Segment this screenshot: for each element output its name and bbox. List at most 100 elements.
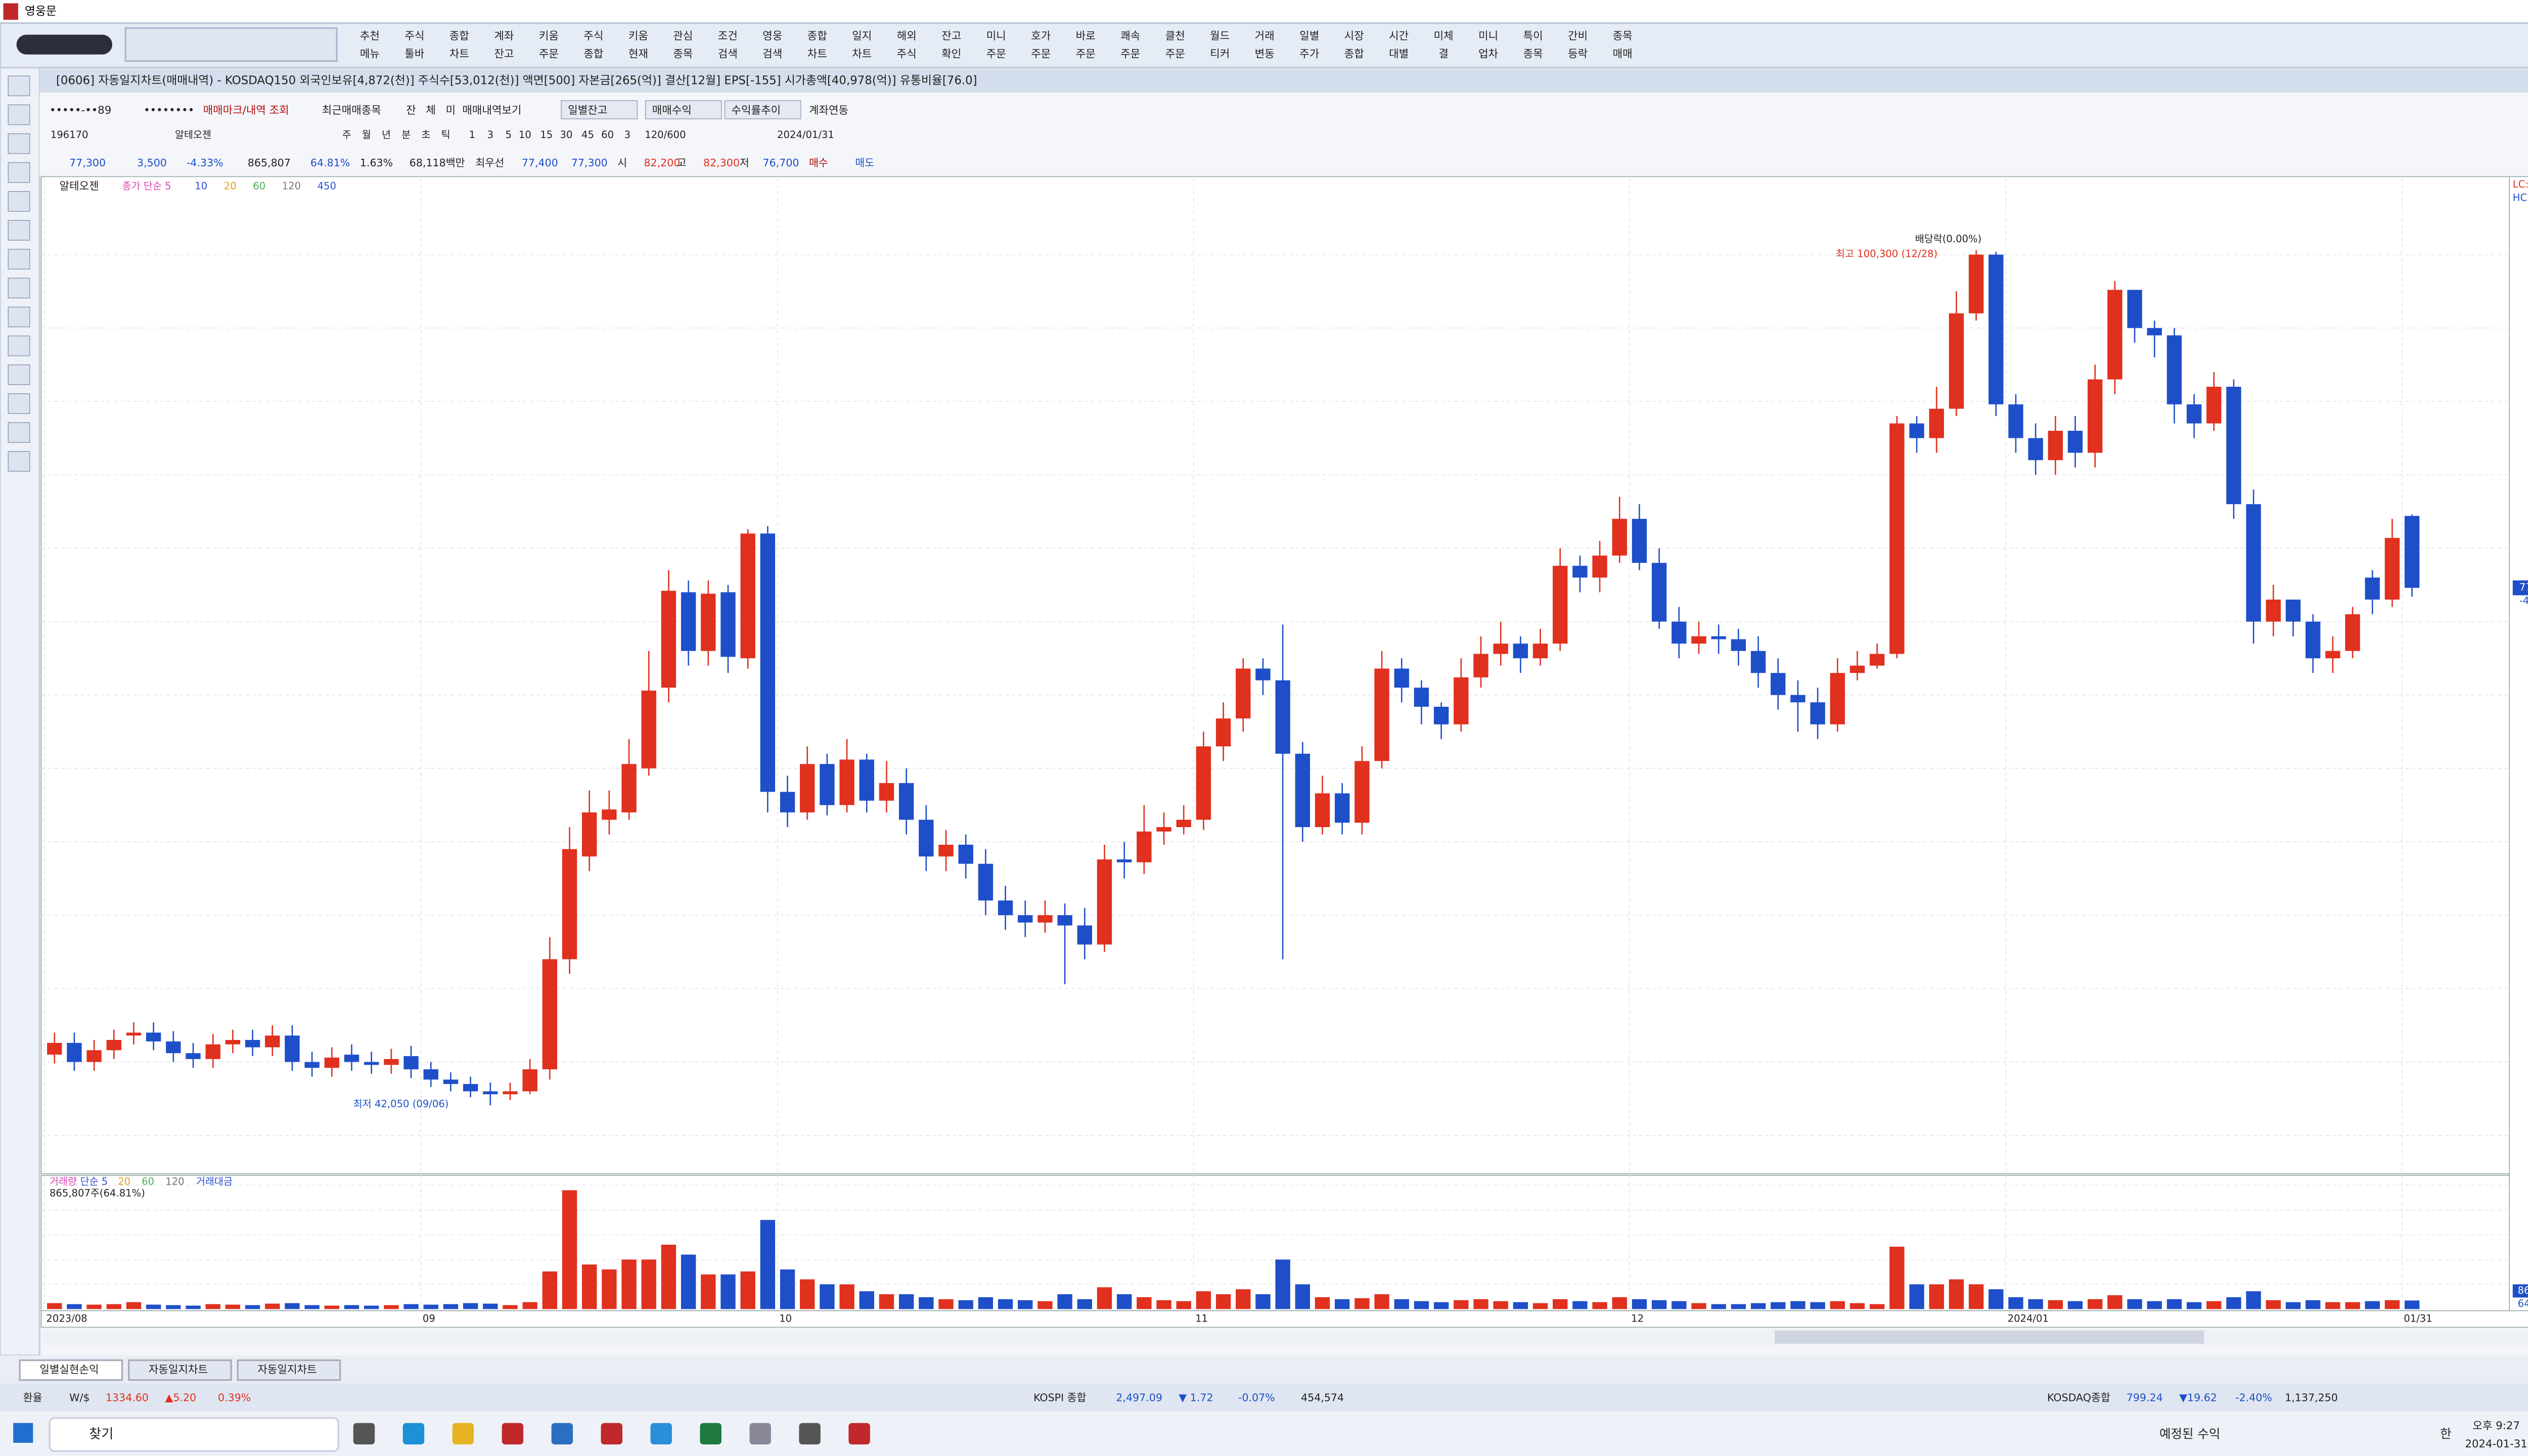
control-label[interactable]: 수익률추이 bbox=[732, 104, 781, 117]
tab[interactable] bbox=[237, 1359, 341, 1381]
menu-item[interactable]: 툴바 bbox=[404, 48, 424, 61]
control-label[interactable]: 매매마크/내역 조회 bbox=[203, 104, 289, 117]
side-tool[interactable] bbox=[8, 364, 30, 385]
menu-item[interactable]: 해외 bbox=[897, 30, 917, 42]
menu-item[interactable]: 특이 bbox=[1523, 30, 1543, 42]
control-label[interactable]: 196170 bbox=[51, 129, 88, 141]
menu-item[interactable]: 미체 bbox=[1434, 30, 1454, 42]
side-tool[interactable] bbox=[8, 335, 30, 356]
menu-item[interactable]: 종합 bbox=[449, 30, 469, 42]
menu-item[interactable]: 종합 bbox=[807, 30, 827, 42]
task-search[interactable] bbox=[49, 1417, 340, 1452]
taskbar-ime[interactable]: 한 bbox=[2440, 1427, 2452, 1441]
control-label[interactable]: 5 bbox=[505, 129, 511, 141]
control-label[interactable]: 알테오젠 bbox=[175, 129, 211, 141]
menu-item[interactable]: 거래 bbox=[1255, 30, 1275, 42]
control-label[interactable]: 15 bbox=[540, 129, 553, 141]
menu-item[interactable]: 잔고 bbox=[494, 48, 514, 61]
control-label[interactable]: 미 bbox=[446, 104, 456, 117]
menu-item[interactable]: 주문 bbox=[986, 48, 1006, 61]
menu-item[interactable]: 잔고 bbox=[941, 30, 961, 42]
side-tool[interactable] bbox=[8, 191, 30, 212]
taskbar-app[interactable] bbox=[601, 1423, 623, 1445]
side-tool[interactable] bbox=[8, 133, 30, 154]
control-label[interactable]: 120/600 bbox=[645, 129, 686, 141]
side-tool[interactable] bbox=[8, 422, 30, 443]
side-tool[interactable] bbox=[8, 393, 30, 414]
menu-item[interactable]: 키움 bbox=[539, 30, 559, 42]
menu-item[interactable]: 월드 bbox=[1210, 30, 1230, 42]
menu-item[interactable]: 주문 bbox=[1165, 48, 1185, 61]
menu-item[interactable]: 시장 bbox=[1344, 30, 1364, 42]
menu-item[interactable]: 주문 bbox=[539, 48, 559, 61]
menu-item[interactable]: 쾌속 bbox=[1120, 30, 1140, 42]
control-label[interactable]: 계좌연동 bbox=[809, 104, 848, 117]
control-label[interactable]: 60 bbox=[601, 129, 614, 141]
menu-item[interactable]: 확인 bbox=[941, 48, 961, 61]
menu-item[interactable]: 일지 bbox=[852, 30, 872, 42]
menu-item[interactable]: 등락 bbox=[1568, 48, 1588, 61]
control-label[interactable]: 체 bbox=[426, 104, 436, 117]
tab[interactable] bbox=[19, 1359, 123, 1381]
control-label[interactable]: 초 bbox=[421, 129, 430, 141]
side-tool[interactable] bbox=[8, 220, 30, 241]
scroll-thumb[interactable] bbox=[1775, 1330, 2204, 1344]
menu-item[interactable]: 메뉴 bbox=[360, 48, 380, 61]
control-label[interactable]: 월 bbox=[362, 129, 371, 141]
menu-item[interactable]: 차트 bbox=[852, 48, 872, 61]
side-tool[interactable] bbox=[8, 278, 30, 299]
control-label[interactable]: 매매내역보기 bbox=[462, 104, 521, 117]
control-label[interactable]: 일별잔고 bbox=[568, 104, 607, 117]
menu-item[interactable]: 주문 bbox=[1120, 48, 1140, 61]
menu-item[interactable]: 주문 bbox=[1031, 48, 1051, 61]
start-button[interactable] bbox=[13, 1423, 33, 1443]
control-label[interactable]: 틱 bbox=[441, 129, 450, 141]
button[interactable] bbox=[724, 100, 801, 119]
search-box[interactable] bbox=[16, 34, 113, 55]
menu-item[interactable]: 종합 bbox=[1344, 48, 1364, 61]
control-label[interactable]: 30 bbox=[560, 129, 573, 141]
control-label[interactable]: 매매수익 bbox=[652, 104, 692, 117]
menu-item[interactable]: 미니 bbox=[1478, 30, 1498, 42]
tab[interactable] bbox=[128, 1359, 232, 1381]
menu-item[interactable]: 매매 bbox=[1613, 48, 1633, 61]
menu-item[interactable]: 결 bbox=[1438, 48, 1449, 61]
tab-label[interactable]: 자동일지차트 bbox=[257, 1363, 317, 1376]
control-label[interactable]: 분 bbox=[401, 129, 411, 141]
menu-item[interactable]: 변동 bbox=[1255, 48, 1275, 61]
menu-item[interactable]: 시간 bbox=[1389, 30, 1409, 42]
tool-icons[interactable] bbox=[124, 27, 338, 62]
menu-item[interactable]: 조건 bbox=[718, 30, 738, 42]
side-tool[interactable] bbox=[8, 162, 30, 183]
control-label[interactable]: •••••••• bbox=[144, 104, 194, 117]
menu-item[interactable]: 키움 bbox=[628, 30, 648, 42]
control-label[interactable]: 1 bbox=[469, 129, 475, 141]
taskbar-app[interactable] bbox=[551, 1423, 573, 1445]
menu-item[interactable]: 미니 bbox=[986, 30, 1006, 42]
control-label[interactable]: 주 bbox=[342, 129, 351, 141]
taskbar-app[interactable] bbox=[353, 1423, 375, 1445]
menu-item[interactable]: 계좌 bbox=[494, 30, 514, 42]
control-label[interactable]: 3 bbox=[624, 129, 630, 141]
taskbar-app[interactable] bbox=[799, 1423, 821, 1445]
taskbar-app[interactable] bbox=[848, 1423, 870, 1445]
side-tool[interactable] bbox=[8, 104, 30, 125]
button[interactable] bbox=[645, 100, 722, 119]
menu-item[interactable]: 업차 bbox=[1478, 48, 1498, 61]
menu-item[interactable]: 일별 bbox=[1299, 30, 1319, 42]
menu-item[interactable]: 주식 bbox=[897, 48, 917, 61]
menu-item[interactable]: 클천 bbox=[1165, 30, 1185, 42]
control-label[interactable]: 년 bbox=[382, 129, 391, 141]
taskbar-news[interactable]: 예정된 수익 bbox=[2159, 1427, 2220, 1441]
control-label[interactable]: 45 bbox=[581, 129, 594, 141]
side-tool[interactable] bbox=[8, 306, 30, 328]
menu-item[interactable]: 주식 bbox=[404, 30, 424, 42]
menu-item[interactable]: 차트 bbox=[807, 48, 827, 61]
tab-label[interactable]: 자동일지차트 bbox=[149, 1363, 208, 1376]
menu-item[interactable]: 티커 bbox=[1210, 48, 1230, 61]
taskbar-app[interactable] bbox=[452, 1423, 474, 1445]
control-label[interactable]: 3 bbox=[487, 129, 493, 141]
tab-label[interactable]: 일별실현손익 bbox=[39, 1363, 99, 1376]
control-label[interactable]: 10 bbox=[519, 129, 531, 141]
menu-item[interactable]: 호가 bbox=[1031, 30, 1051, 42]
